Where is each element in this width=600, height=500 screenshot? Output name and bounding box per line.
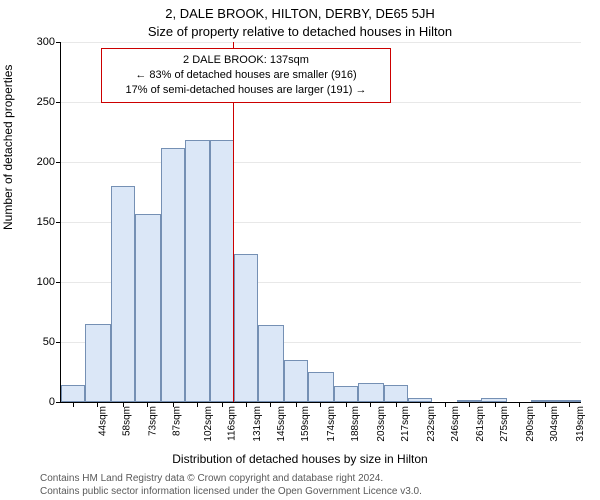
x-tick-label: 319sqm [575, 406, 586, 442]
histogram-bar [308, 372, 334, 402]
x-tick-mark [73, 402, 74, 407]
x-tick-mark [173, 402, 174, 407]
x-tick-mark [519, 402, 520, 407]
x-tick-label: 203sqm [376, 406, 387, 442]
attribution-line: Contains HM Land Registry data © Crown c… [40, 473, 383, 484]
x-tick-label: 275sqm [500, 406, 511, 442]
x-tick-mark [197, 402, 198, 407]
annotation-box: 2 DALE BROOK: 137sqm ← 83% of detached ho… [101, 48, 391, 103]
plot-area: 05010015020025030044sqm58sqm73sqm87sqm10… [60, 42, 581, 403]
histogram-bar [161, 148, 185, 402]
x-tick-mark [123, 402, 124, 407]
x-tick-mark [296, 402, 297, 407]
histogram-bar [358, 383, 384, 402]
chart-container: 2, DALE BROOK, HILTON, DERBY, DE65 5JH S… [0, 0, 600, 500]
chart-title: 2, DALE BROOK, HILTON, DERBY, DE65 5JH [0, 6, 600, 21]
x-tick-mark [569, 402, 570, 407]
x-tick-mark [495, 402, 496, 407]
x-tick-mark [469, 402, 470, 407]
x-tick-label: 131sqm [252, 406, 263, 442]
x-tick-label: 246sqm [450, 406, 461, 442]
y-tick-label: 250 [37, 96, 61, 108]
x-tick-mark [97, 402, 98, 407]
x-tick-label: 87sqm [171, 406, 182, 436]
x-tick-label: 116sqm [226, 406, 237, 441]
y-tick-label: 0 [49, 396, 61, 408]
x-tick-mark [545, 402, 546, 407]
x-tick-label: 73sqm [147, 406, 158, 436]
y-tick-label: 100 [37, 276, 61, 288]
x-tick-label: 217sqm [400, 406, 411, 442]
histogram-bar [258, 325, 284, 402]
histogram-bar [334, 386, 358, 402]
annotation-line: ← 83% of detached houses are smaller (91… [135, 69, 356, 81]
x-tick-label: 188sqm [350, 406, 361, 442]
attribution-text: Contains HM Land Registry data © Crown c… [40, 473, 580, 498]
x-tick-label: 58sqm [122, 406, 133, 436]
y-tick-label: 300 [37, 36, 61, 48]
x-tick-label: 145sqm [276, 406, 287, 442]
x-tick-mark [396, 402, 397, 407]
histogram-bar [135, 214, 161, 402]
histogram-bar [234, 254, 258, 402]
x-tick-mark [270, 402, 271, 407]
x-tick-mark [246, 402, 247, 407]
x-tick-label: 44sqm [98, 406, 109, 436]
x-tick-mark [420, 402, 421, 407]
histogram-bar [384, 385, 408, 402]
x-tick-label: 159sqm [300, 406, 311, 442]
histogram-bar [185, 140, 211, 402]
x-axis-label: Distribution of detached houses by size … [0, 452, 600, 466]
annotation-line: 17% of semi-detached houses are larger (… [126, 84, 367, 96]
gridline [61, 162, 581, 163]
x-tick-label: 102sqm [203, 406, 214, 442]
x-tick-mark [346, 402, 347, 407]
x-tick-mark [222, 402, 223, 407]
histogram-bar [284, 360, 308, 402]
x-tick-mark [445, 402, 446, 407]
y-axis-label: Number of detached properties [1, 65, 15, 230]
x-tick-mark [147, 402, 148, 407]
x-tick-mark [320, 402, 321, 407]
x-tick-mark [370, 402, 371, 407]
x-tick-label: 261sqm [476, 406, 487, 442]
chart-subtitle: Size of property relative to detached ho… [0, 24, 600, 39]
histogram-bar [61, 385, 85, 402]
annotation-line: 2 DALE BROOK: 137sqm [183, 54, 309, 66]
y-tick-label: 150 [37, 216, 61, 228]
histogram-bar [210, 140, 234, 402]
y-tick-label: 50 [43, 336, 61, 348]
histogram-bar [85, 324, 111, 402]
attribution-line: Contains public sector information licen… [40, 486, 422, 497]
x-tick-label: 174sqm [326, 406, 337, 442]
gridline [61, 42, 581, 43]
x-tick-label: 290sqm [525, 406, 536, 442]
x-tick-label: 232sqm [426, 406, 437, 442]
histogram-bar [111, 186, 135, 402]
x-tick-label: 304sqm [549, 406, 560, 442]
y-tick-label: 200 [37, 156, 61, 168]
